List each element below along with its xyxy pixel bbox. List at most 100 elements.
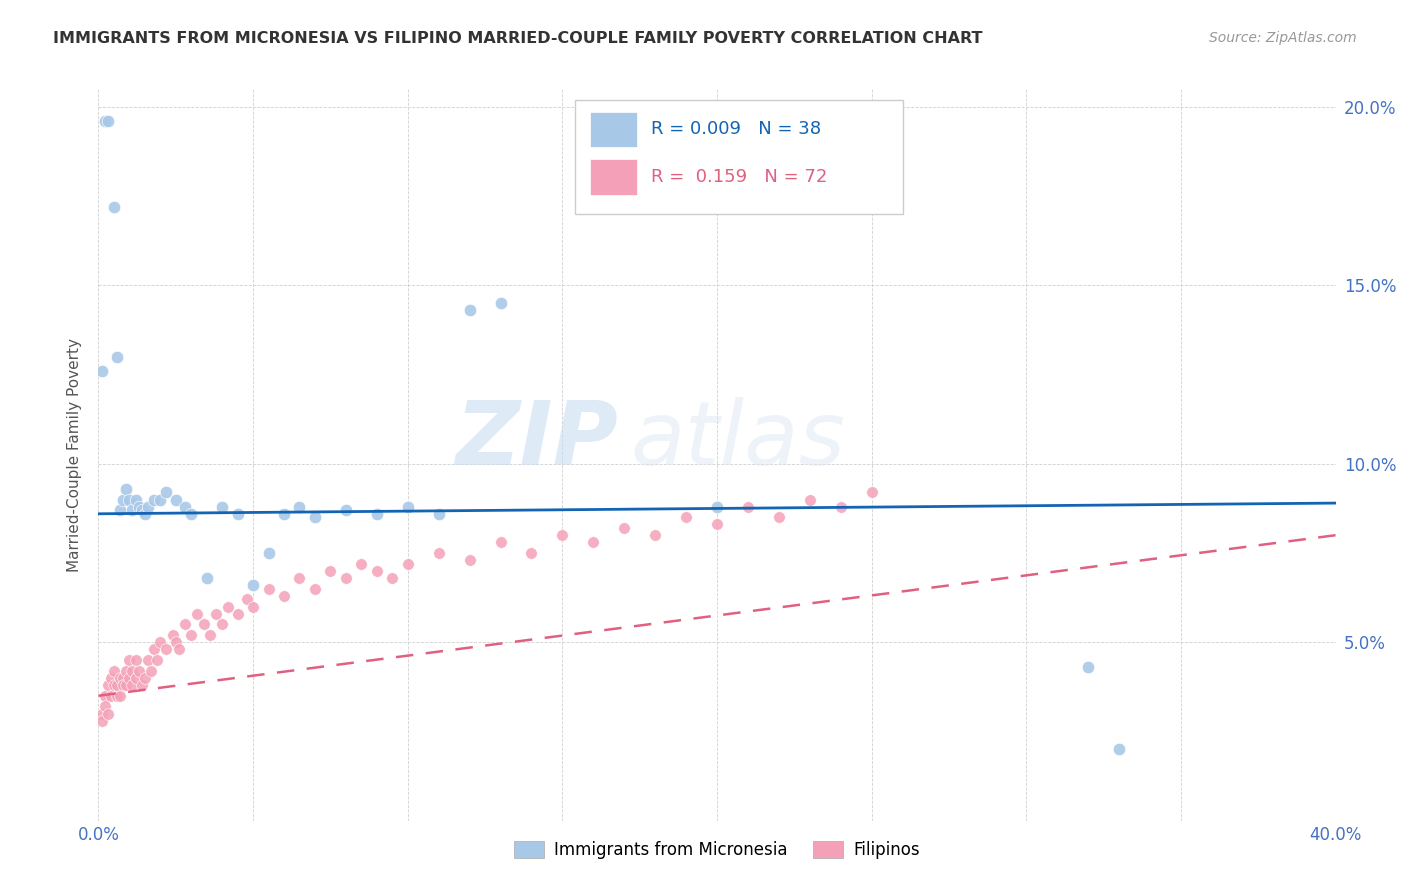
FancyBboxPatch shape [575,100,903,213]
Point [242,578,264,592]
Point [242,599,264,614]
Point [427,507,450,521]
Point [1108,742,1130,756]
Point [134,671,156,685]
Point [366,507,388,521]
Point [124,492,146,507]
Point [118,653,141,667]
Y-axis label: Married-Couple Family Poverty: Married-Couple Family Poverty [67,338,83,572]
Point [211,500,233,514]
Text: ZIP: ZIP [456,397,619,483]
Point [108,689,131,703]
Text: R =  0.159   N = 72: R = 0.159 N = 72 [651,168,828,186]
Point [273,507,295,521]
Point [165,635,187,649]
Point [304,510,326,524]
Point [489,535,512,549]
Point [381,571,404,585]
Point [121,503,143,517]
Point [139,664,162,678]
Point [304,582,326,596]
Point [97,678,120,692]
Point [350,557,373,571]
Point [90,706,112,721]
Point [180,628,202,642]
Point [288,500,311,514]
Bar [589,160,637,194]
Point [124,671,146,685]
Point [112,678,135,692]
Point [768,510,790,524]
Point [105,689,128,703]
Point [124,653,146,667]
Point [131,503,153,517]
Point [205,607,228,621]
Point [112,671,135,685]
Text: atlas: atlas [630,397,845,483]
Point [520,546,543,560]
Point [737,500,759,514]
Point [427,546,450,560]
Point [155,642,177,657]
Point [90,364,112,378]
Point [93,699,115,714]
Point [582,535,605,549]
Point [90,714,112,728]
Text: R = 0.009   N = 38: R = 0.009 N = 38 [651,120,821,138]
Point [165,492,187,507]
Point [93,689,115,703]
Point [115,678,138,692]
Point [112,492,135,507]
Point [174,500,197,514]
Point [319,564,342,578]
Point [706,517,728,532]
Point [149,492,172,507]
Point [143,642,166,657]
Point [128,500,150,514]
Point [273,589,295,603]
Point [799,492,821,507]
Point [489,296,512,310]
Point [644,528,666,542]
Point [134,507,156,521]
Point [396,557,419,571]
Point [103,664,125,678]
Point [257,546,280,560]
Point [115,664,138,678]
Point [100,689,122,703]
Point [97,114,120,128]
Point [121,664,143,678]
Point [118,671,141,685]
Text: IMMIGRANTS FROM MICRONESIA VS FILIPINO MARRIED-COUPLE FAMILY POVERTY CORRELATION: IMMIGRANTS FROM MICRONESIA VS FILIPINO M… [53,31,983,46]
Point [217,599,239,614]
Point [118,492,141,507]
Point [257,582,280,596]
Point [288,571,311,585]
Text: Source: ZipAtlas.com: Source: ZipAtlas.com [1209,31,1357,45]
Point [186,607,208,621]
Point [97,706,120,721]
Point [860,485,883,500]
Point [458,303,481,318]
Point [226,607,249,621]
Point [121,678,143,692]
Point [613,521,636,535]
Point [103,678,125,692]
Point [226,507,249,521]
Point [335,503,357,517]
Point [174,617,197,632]
Point [128,664,150,678]
Legend: Immigrants from Micronesia, Filipinos: Immigrants from Micronesia, Filipinos [506,832,928,867]
Point [236,592,259,607]
Point [108,503,131,517]
Point [198,628,221,642]
Point [193,617,215,632]
Point [458,553,481,567]
Point [136,653,159,667]
Point [167,642,190,657]
Bar [589,112,637,147]
Point [335,571,357,585]
Point [551,528,574,542]
Point [675,510,697,524]
Point [105,678,128,692]
